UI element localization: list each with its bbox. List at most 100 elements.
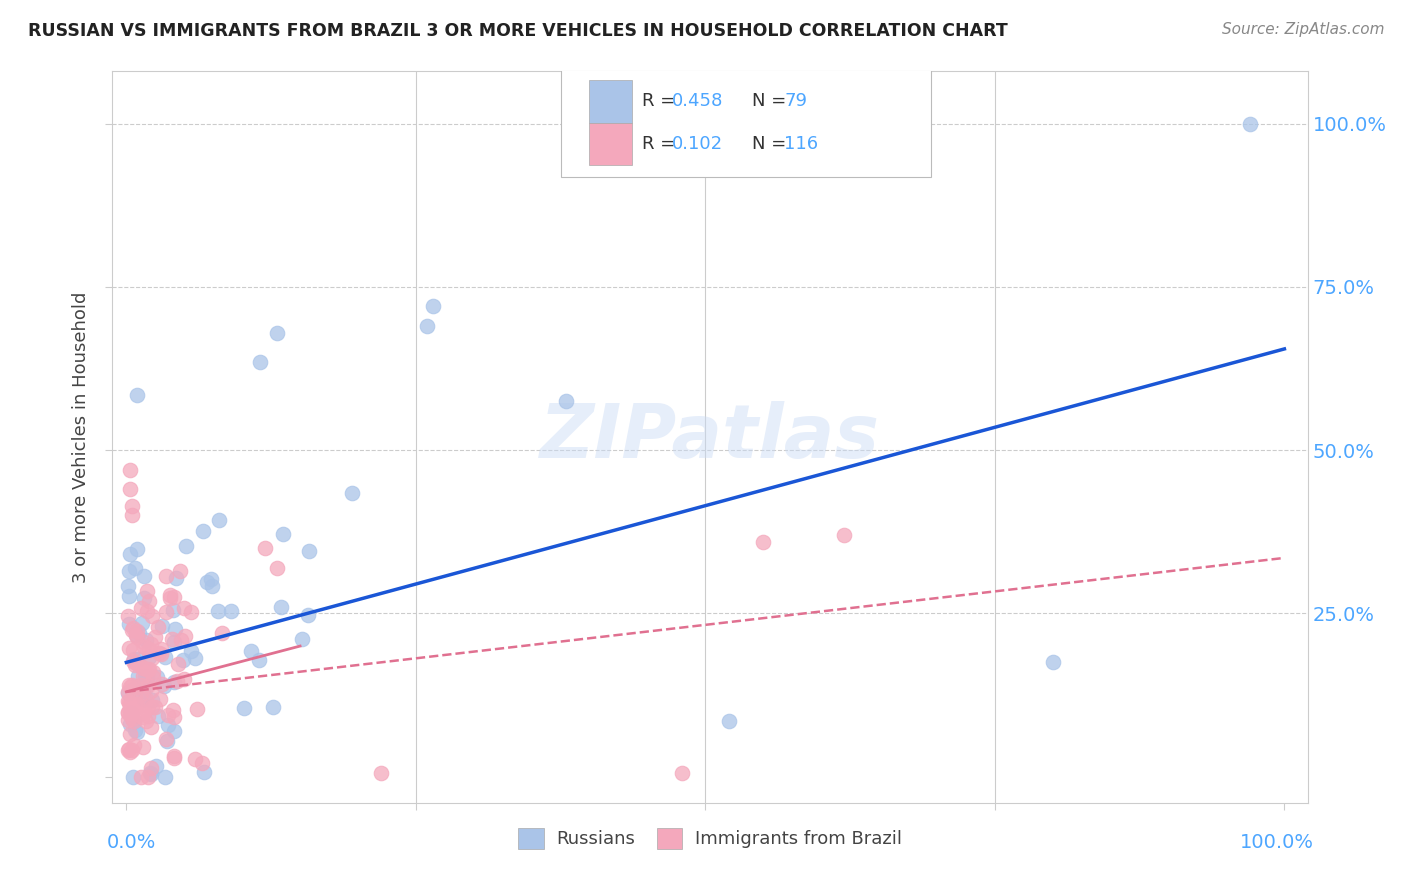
Point [156,734,179,748]
Point [342,485,364,500]
Point [121,508,143,523]
Point [129,600,152,615]
Point [121,499,143,513]
Point [166,657,188,672]
Point [174,629,197,643]
Point [132,591,155,605]
Point [155,606,177,620]
Point [149,642,172,657]
Point [298,543,321,558]
Point [121,678,143,692]
Point [190,756,212,770]
Point [125,698,148,712]
Y-axis label: 3 or more Vehicles in Household: 3 or more Vehicles in Household [72,292,90,582]
Point [132,705,155,719]
Text: RUSSIAN VS IMMIGRANTS FROM BRAZIL 3 OR MORE VEHICLES IN HOUSEHOLD CORRELATION CH: RUSSIAN VS IMMIGRANTS FROM BRAZIL 3 OR M… [28,22,1008,40]
Point [132,669,155,683]
Point [122,738,145,752]
Point [118,483,141,497]
Point [139,767,162,781]
Point [150,618,173,632]
Point [135,691,157,706]
Point [201,579,224,593]
Point [121,743,143,757]
Point [169,564,191,578]
Point [141,651,163,665]
Point [156,718,179,732]
Point [138,770,160,784]
Point [125,624,148,638]
Point [141,762,163,776]
Point [132,640,155,654]
Point [117,693,139,707]
Point [136,699,159,714]
Point [176,539,198,553]
Point [163,710,186,724]
Point [139,766,162,780]
Point [155,732,177,747]
Point [159,591,181,606]
Point [121,623,143,637]
Point [136,708,159,723]
Point [166,674,188,689]
Point [141,699,163,714]
Point [153,679,176,693]
Point [186,702,208,716]
Text: 79: 79 [785,93,807,111]
Point [172,653,194,667]
Point [125,680,148,694]
Point [134,569,156,583]
Point [834,528,856,542]
Point [131,633,153,648]
Point [118,463,141,477]
Point [121,654,143,668]
Text: R =: R = [643,135,681,153]
Point [180,644,202,658]
Point [134,681,156,696]
Point [124,689,146,703]
Point [422,300,444,314]
Point [142,665,165,679]
Point [134,670,156,684]
FancyBboxPatch shape [589,80,633,122]
Point [118,678,141,692]
Point [131,615,153,630]
Point [138,642,160,657]
Point [752,534,775,549]
Point [136,677,159,691]
Point [118,726,141,740]
Point [143,700,166,714]
Point [118,564,141,578]
Point [135,670,157,684]
Point [117,686,139,700]
Point [121,712,143,726]
Point [132,661,155,675]
Point [142,670,165,684]
Point [136,643,159,657]
Point [1239,117,1261,131]
Text: 0.0%: 0.0% [107,833,156,852]
Point [291,632,314,646]
Point [159,588,181,602]
Point [139,721,162,735]
Point [118,589,141,603]
Point [134,661,156,675]
Point [207,604,229,618]
Text: N =: N = [752,135,792,153]
Point [135,633,157,648]
Point [165,622,187,636]
Point [149,692,172,706]
Point [139,684,162,698]
Point [232,701,254,715]
Point [118,745,141,759]
Point [117,685,139,699]
Point [249,355,271,369]
Point [131,770,153,784]
Text: Source: ZipAtlas.com: Source: ZipAtlas.com [1222,22,1385,37]
Point [138,662,160,676]
Point [146,708,169,723]
Point [211,625,233,640]
Point [155,569,177,583]
Point [184,752,207,766]
Point [127,652,149,666]
